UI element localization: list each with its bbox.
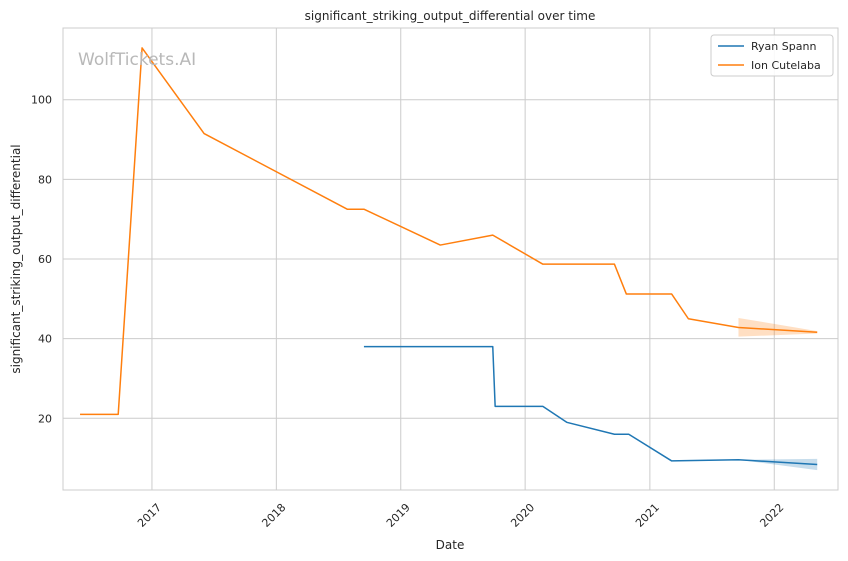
legend-entry: Ryan Spann — [751, 40, 816, 53]
y-tick-label: 100 — [31, 94, 52, 107]
grid — [63, 28, 838, 490]
confidence-band-series-0 — [738, 458, 818, 471]
chart-title: significant_striking_output_differential… — [305, 9, 596, 23]
x-tick-label: 2017 — [135, 501, 164, 530]
series-line-1 — [80, 47, 818, 416]
series-lines — [80, 47, 818, 466]
x-tick-label: 2019 — [384, 501, 413, 530]
plot-area-frame — [62, 27, 839, 491]
x-axis-ticks: 2017 2018 2019 2020 2021 2022 — [135, 501, 786, 530]
x-tick-label: 2022 — [757, 501, 786, 530]
x-tick-label: 2018 — [259, 501, 288, 530]
legend: Ryan Spann Ion Cutelaba — [710, 34, 834, 77]
series-line-0 — [363, 345, 818, 466]
legend-entry: Ion Cutelaba — [751, 59, 821, 72]
x-tick-label: 2021 — [633, 501, 662, 530]
y-tick-label: 20 — [38, 412, 52, 425]
y-axis-ticks: 20 40 60 80 100 — [31, 94, 52, 426]
y-axis-title: significant_striking_output_differential — [9, 144, 23, 373]
y-tick-label: 60 — [38, 253, 52, 266]
x-tick-label: 2020 — [508, 501, 537, 530]
y-tick-label: 80 — [38, 173, 52, 186]
confidence-bands — [738, 317, 818, 471]
confidence-band-series-1 — [738, 317, 818, 337]
x-axis-title: Date — [436, 538, 465, 552]
watermark-text: WolfTickets.AI — [78, 50, 196, 70]
y-tick-label: 40 — [38, 333, 52, 346]
